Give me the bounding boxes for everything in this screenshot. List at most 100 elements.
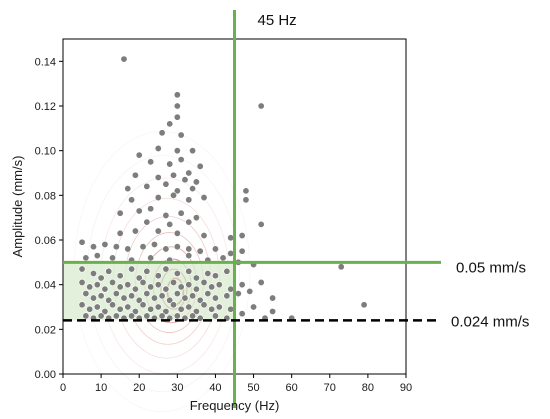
x-tick-label: 70	[324, 382, 336, 394]
data-point	[269, 294, 277, 302]
data-point	[185, 303, 193, 311]
data-point	[242, 187, 250, 195]
data-point	[223, 292, 231, 300]
data-point	[128, 312, 136, 320]
data-point	[154, 281, 162, 289]
data-point	[189, 147, 197, 155]
data-point	[93, 281, 101, 289]
data-point	[177, 131, 185, 139]
data-point	[170, 191, 178, 199]
data-point	[173, 312, 181, 320]
data-point	[143, 182, 151, 190]
label-45hz: 45 Hz	[258, 12, 297, 29]
data-point	[109, 254, 117, 262]
data-point	[192, 285, 200, 293]
data-point	[200, 301, 208, 309]
data-point	[185, 169, 193, 177]
data-point	[89, 294, 97, 302]
data-point	[131, 227, 139, 235]
data-point	[101, 307, 109, 315]
x-tick-label: 90	[400, 382, 412, 394]
data-point	[82, 312, 90, 320]
data-point	[112, 243, 120, 251]
data-point	[173, 243, 181, 251]
data-point	[204, 269, 212, 277]
data-point	[192, 274, 200, 282]
data-point	[147, 158, 155, 166]
data-point	[120, 55, 128, 63]
data-point	[124, 185, 132, 193]
x-tick-label: 20	[133, 382, 145, 394]
data-point	[128, 265, 136, 273]
data-point	[192, 307, 200, 315]
data-point	[93, 303, 101, 311]
data-point	[227, 234, 235, 242]
y-axis-label: Amplitude (mm/s)	[10, 156, 25, 258]
x-tick-label: 40	[209, 382, 221, 394]
data-point	[238, 247, 246, 255]
data-point	[238, 232, 246, 240]
data-point	[173, 113, 181, 121]
data-point	[181, 176, 189, 184]
data-point	[97, 292, 105, 300]
data-point	[246, 287, 254, 295]
data-point	[143, 290, 151, 298]
data-point	[242, 196, 250, 204]
x-axis: 0 10 20 30 40 50 60 70 80 90	[60, 374, 412, 394]
data-point	[162, 245, 170, 253]
data-point	[158, 292, 166, 300]
data-point	[196, 162, 204, 170]
data-point	[147, 305, 155, 313]
data-point	[162, 211, 170, 219]
data-point	[196, 247, 204, 255]
data-point	[124, 281, 132, 289]
data-point	[208, 283, 216, 291]
data-point	[158, 129, 166, 137]
data-point	[200, 232, 208, 240]
data-point	[162, 265, 170, 273]
data-point	[166, 296, 174, 304]
y-tick-label: 0.10	[35, 146, 56, 158]
data-point	[211, 294, 219, 302]
data-point	[250, 303, 258, 311]
data-point	[112, 290, 120, 298]
data-point	[215, 303, 223, 311]
data-point	[211, 312, 219, 320]
data-point	[185, 245, 193, 253]
data-point	[219, 254, 227, 262]
data-point	[135, 274, 143, 282]
data-point	[200, 278, 208, 286]
x-tick-label: 0	[60, 382, 66, 394]
data-point	[189, 312, 197, 320]
data-point	[150, 294, 158, 302]
y-tick-label: 0.00	[35, 369, 56, 381]
data-point	[227, 249, 235, 257]
data-point	[135, 207, 143, 215]
data-point	[116, 305, 124, 313]
data-point	[223, 267, 231, 275]
data-point	[238, 281, 246, 289]
data-point	[211, 245, 219, 253]
data-point	[177, 156, 185, 164]
x-tick-label: 60	[286, 382, 298, 394]
data-point	[196, 296, 204, 304]
x-tick-label: 80	[362, 382, 374, 394]
data-point	[208, 305, 216, 313]
data-point	[101, 240, 109, 248]
data-point	[162, 180, 170, 188]
data-point	[105, 296, 113, 304]
x-tick-label: 10	[95, 382, 107, 394]
y-tick-label: 0.08	[35, 190, 56, 202]
data-point	[360, 301, 368, 309]
data-point	[181, 294, 189, 302]
data-point	[185, 281, 193, 289]
data-point	[135, 296, 143, 304]
data-point	[154, 272, 162, 280]
data-point	[124, 245, 132, 253]
data-point	[185, 252, 193, 260]
data-point	[166, 160, 174, 168]
data-point	[139, 301, 147, 309]
data-point	[257, 220, 265, 228]
data-point	[173, 102, 181, 110]
